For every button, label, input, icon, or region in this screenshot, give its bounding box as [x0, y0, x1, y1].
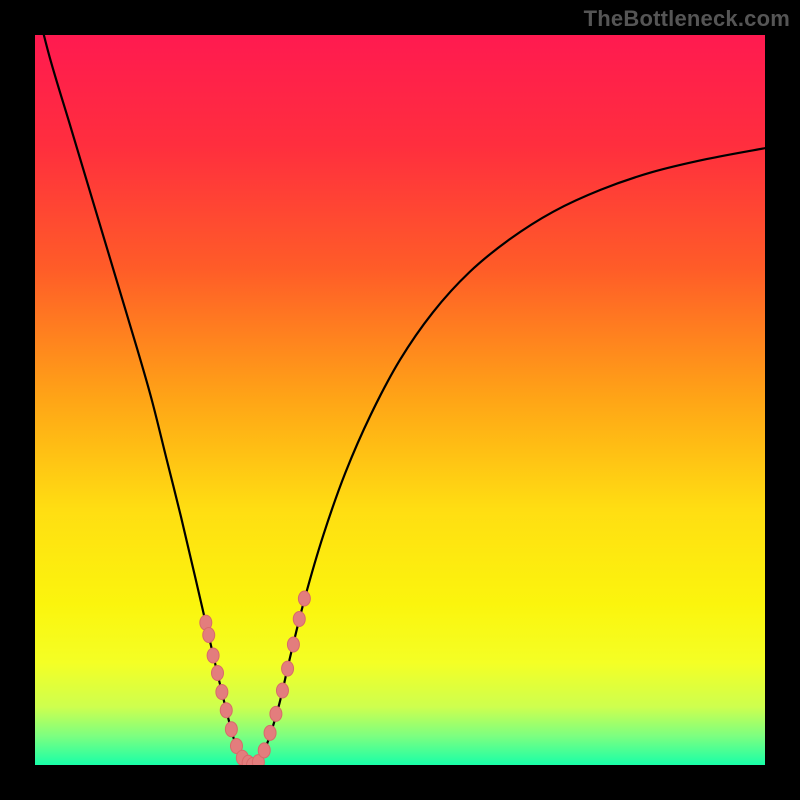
- marker-point: [264, 725, 276, 740]
- marker-point: [225, 722, 237, 737]
- marker-point: [212, 666, 224, 681]
- marker-point: [207, 648, 219, 663]
- plot-area: [35, 35, 765, 765]
- marker-point: [203, 628, 215, 643]
- marker-point: [258, 743, 270, 758]
- marker-point: [220, 703, 232, 718]
- marker-point: [276, 683, 288, 698]
- marker-point: [282, 661, 294, 676]
- marker-point: [293, 612, 305, 627]
- marker-point: [216, 685, 228, 700]
- plot-svg: [35, 35, 765, 765]
- gradient-background: [35, 35, 765, 765]
- marker-point: [298, 591, 310, 606]
- marker-point: [270, 706, 282, 721]
- marker-point: [287, 637, 299, 652]
- watermark-text: TheBottleneck.com: [584, 6, 790, 32]
- chart-container: TheBottleneck.com: [0, 0, 800, 800]
